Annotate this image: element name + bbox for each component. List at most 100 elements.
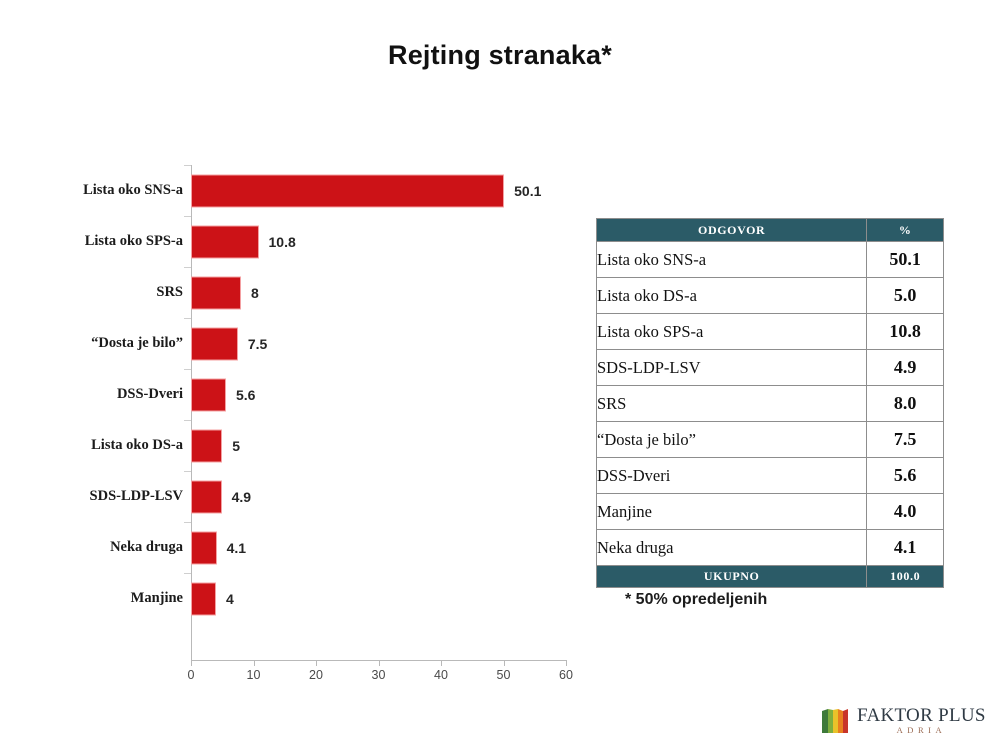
bar-row: Neka druga 4.1 [20, 522, 580, 573]
y-axis-tick [184, 471, 191, 472]
bar-value-label: 4.9 [231, 488, 252, 505]
x-axis-tick [566, 660, 567, 666]
bar-value-label: 8 [251, 284, 259, 301]
table-cell-percent: 10.8 [866, 313, 944, 350]
footnote: * 50% opredeljenih [625, 591, 768, 608]
y-axis-tick [184, 216, 191, 217]
x-axis-tick [316, 660, 317, 666]
logo-text: FAKTOR PLUS ADRIA [857, 704, 986, 737]
bar [191, 225, 259, 258]
y-axis-tick [184, 267, 191, 268]
bar [191, 531, 217, 564]
x-axis-tick-label: 10 [246, 668, 261, 682]
bar [191, 276, 241, 309]
faktor-plus-flag-icon [822, 709, 848, 733]
table-row: Lista oko DS-a 5.0 [595, 277, 944, 314]
bar-value-label: 50.1 [514, 182, 542, 199]
bar-row: “Dosta je bilo” 7.5 [20, 318, 580, 369]
results-table: ODGOVOR % Lista oko SNS-a 50.1 Lista oko D… [595, 218, 944, 588]
bar-track: 7.5 [191, 318, 580, 369]
table-cell-answer: Lista oko DS-a [595, 277, 868, 314]
bar [191, 480, 222, 513]
table-cell-answer: SRS [595, 385, 868, 422]
table-cell-percent: 7.5 [866, 421, 944, 458]
x-axis-tick [191, 660, 192, 666]
bar-value-label: 7.5 [247, 335, 268, 352]
x-axis-tick-label: 20 [309, 668, 323, 682]
bar-track: 4.1 [191, 522, 580, 573]
bar-row: Lista oko DS-a 5 [20, 420, 580, 471]
table-cell-answer: Neka druga [595, 529, 868, 566]
bar-category-label: Manjine [130, 590, 183, 607]
x-axis-tick [441, 660, 442, 666]
x-axis-tick-label: 30 [371, 668, 386, 682]
table-cell-percent: 5.0 [866, 277, 944, 314]
table-cell-answer: SDS-LDP-LSV [595, 349, 868, 386]
logo-subtitle: ADRIA [896, 725, 947, 736]
bar-category-label: Lista oko DS-a [91, 437, 183, 454]
y-axis-tick [184, 165, 191, 166]
table-header-answer: ODGOVOR [595, 218, 868, 242]
table-footer-label: UKUPNO [595, 565, 868, 588]
bar-track: 10.8 [191, 216, 580, 267]
bar-track: 4.9 [191, 471, 580, 522]
y-axis-tick [184, 573, 191, 574]
bar-track: 50.1 [191, 165, 580, 216]
bar [191, 378, 226, 411]
table-body: Lista oko SNS-a 50.1 Lista oko DS-a 5.0 List… [595, 241, 944, 566]
table-row: Lista oko SNS-a 50.1 [595, 241, 944, 278]
bar-chart: Lista oko SNS-a 50.1 Lista oko SPS-a 10.8 SR… [20, 160, 580, 682]
bar-category-label: Neka druga [110, 539, 183, 556]
bar [191, 174, 505, 207]
bar-row: SRS 8 [20, 267, 580, 318]
table-cell-answer: Manjine [595, 493, 868, 530]
bar-row: DSS-Dveri 5.6 [20, 369, 580, 420]
bar-category-label: SDS-LDP-LSV [89, 488, 183, 505]
bar-track: 8 [191, 267, 580, 318]
bar-value-label: 4 [226, 590, 234, 607]
table-header-row: ODGOVOR % [595, 218, 944, 242]
x-axis-tick [378, 660, 380, 666]
bar [191, 327, 238, 360]
table-cell-percent: 8.0 [866, 385, 944, 422]
table-footer-percent: 100.0 [866, 565, 944, 588]
bar-category-label: DSS-Dveri [116, 386, 183, 403]
logo-name: FAKTOR PLUS [857, 704, 986, 726]
x-axis-tick [503, 660, 505, 666]
table-row: SRS 8.0 [595, 385, 944, 422]
table-cell-percent: 4.1 [866, 529, 944, 566]
table-footer-row: UKUPNO 100.0 [595, 565, 944, 588]
y-axis-tick [184, 420, 191, 421]
x-axis-tick-label: 50 [496, 668, 511, 682]
x-axis-tick [253, 660, 255, 666]
table-cell-answer: Lista oko SPS-a [595, 313, 868, 350]
page-title: Rejting stranaka* [388, 40, 612, 70]
x-axis-tick-label: 60 [559, 668, 573, 682]
bar-value-label: 4.1 [226, 539, 247, 556]
table-cell-answer: Lista oko SNS-a [595, 241, 868, 278]
table-header-percent: % [866, 218, 944, 242]
x-axis-tick-label: 40 [434, 668, 448, 682]
table-row: “Dosta je bilo” 7.5 [595, 421, 944, 458]
table-cell-percent: 50.1 [866, 241, 944, 278]
table-cell-percent: 4.0 [866, 493, 944, 530]
bar-category-label: SRS [156, 284, 183, 301]
bar-row: Lista oko SPS-a 10.8 [20, 216, 580, 267]
bar-row: SDS-LDP-LSV 4.9 [20, 471, 580, 522]
table-row: SDS-LDP-LSV 4.9 [595, 349, 944, 386]
y-axis-tick [184, 369, 191, 370]
table-row: DSS-Dveri 5.6 [595, 457, 944, 494]
bar-track: 4 [191, 573, 580, 624]
chart-plot-area: Lista oko SNS-a 50.1 Lista oko SPS-a 10.8 SR… [20, 160, 580, 682]
table-cell-answer: “Dosta je bilo” [595, 421, 868, 458]
bar-row: Lista oko SNS-a 50.1 [20, 165, 580, 216]
bar-value-label: 10.8 [268, 233, 296, 250]
bar [191, 429, 223, 462]
bar-value-label: 5.6 [236, 386, 256, 403]
bar-category-label: Lista oko SPS-a [84, 233, 183, 250]
bar-row: Manjine 4 [20, 573, 580, 624]
table-cell-answer: DSS-Dveri [595, 457, 868, 494]
bar-value-label: 5 [232, 437, 241, 454]
bar-category-label: “Dosta je bilo” [91, 335, 183, 352]
table-row: Manjine 4.0 [595, 493, 944, 530]
